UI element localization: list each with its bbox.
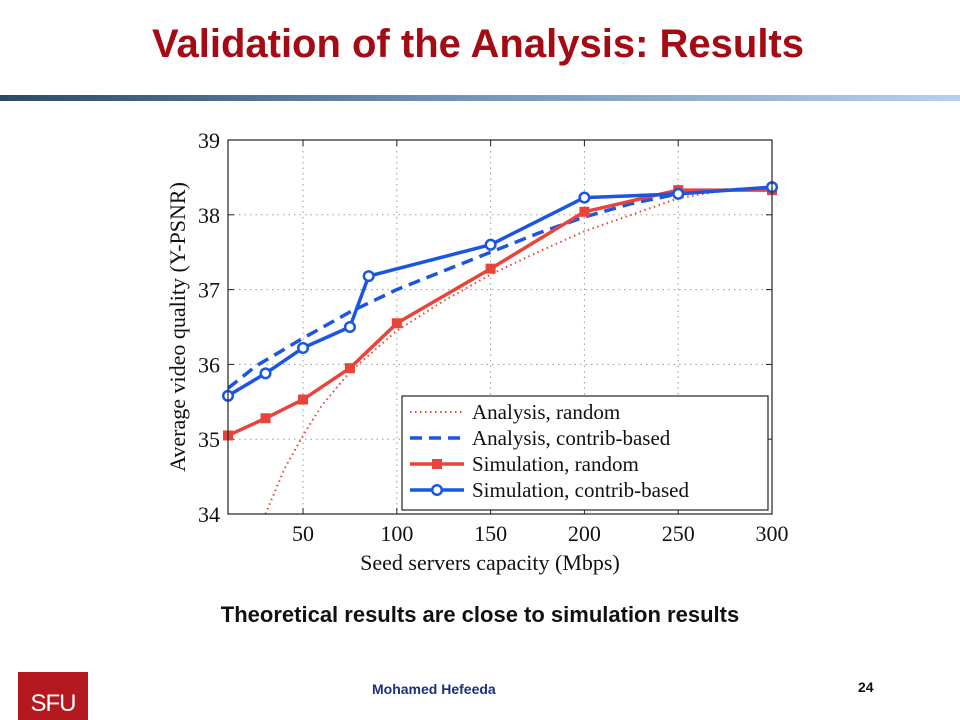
data-point xyxy=(296,341,310,354)
series-1 xyxy=(264,187,772,514)
series-markers xyxy=(221,181,779,402)
legend-item: Analysis, contrib-based xyxy=(410,426,671,450)
data-point xyxy=(391,318,402,329)
data-point xyxy=(259,367,272,380)
legend-marker xyxy=(430,483,444,497)
slide-title: Validation of the Analysis: Results xyxy=(152,22,804,66)
x-tick-label: 150 xyxy=(474,521,507,546)
legend-label: Simulation, random xyxy=(472,452,639,476)
data-point xyxy=(260,413,271,424)
y-axis-label: Average video quality (Y-PSNR) xyxy=(165,182,190,472)
data-point xyxy=(672,187,685,200)
data-point xyxy=(298,394,309,405)
line-chart: 50 100 150 200 250 300 34 35 36 37 38 39 Seed server… xyxy=(165,128,789,575)
x-tick-label: 50 xyxy=(292,521,314,546)
y-tick-label: 36 xyxy=(198,352,220,377)
series-line xyxy=(264,187,772,514)
y-tick-label: 38 xyxy=(198,203,220,228)
data-point xyxy=(362,270,375,283)
legend-marker xyxy=(432,459,442,469)
legend-label: Analysis, random xyxy=(472,400,620,424)
slide-caption: Theoretical results are close to simulat… xyxy=(220,602,740,627)
y-tick-label: 39 xyxy=(198,128,220,153)
legend-item: Simulation, random xyxy=(410,452,639,476)
chart-container: 50 100 150 200 250 300 34 35 36 37 38 39 Seed server… xyxy=(150,118,810,588)
y-tick-label: 37 xyxy=(198,278,220,303)
page-number: 24 xyxy=(858,679,874,695)
legend-item: Analysis, random xyxy=(410,400,620,424)
y-tick-label: 34 xyxy=(198,502,220,527)
plot-frame xyxy=(227,139,773,515)
x-axis-label: Seed servers capacity (Mbps) xyxy=(360,550,620,575)
data-point xyxy=(578,191,591,204)
legend-label: Simulation, contrib-based xyxy=(472,478,689,502)
legend-item: Simulation, contrib-based xyxy=(410,478,689,502)
x-tick-label: 200 xyxy=(568,521,601,546)
footer-author: Mohamed Hefeeda xyxy=(372,681,496,697)
sfu-logo: SFU xyxy=(18,672,88,720)
legend-label: Analysis, contrib-based xyxy=(472,426,671,450)
x-tick-label: 250 xyxy=(662,521,695,546)
data-point xyxy=(344,363,355,374)
data-point xyxy=(343,320,356,334)
data-point xyxy=(485,263,496,274)
data-point xyxy=(484,238,497,251)
title-divider xyxy=(0,95,960,101)
x-tick-label: 300 xyxy=(756,521,789,546)
data-point xyxy=(579,206,590,217)
y-tick-label: 35 xyxy=(198,427,220,452)
x-tick-label: 100 xyxy=(380,521,413,546)
